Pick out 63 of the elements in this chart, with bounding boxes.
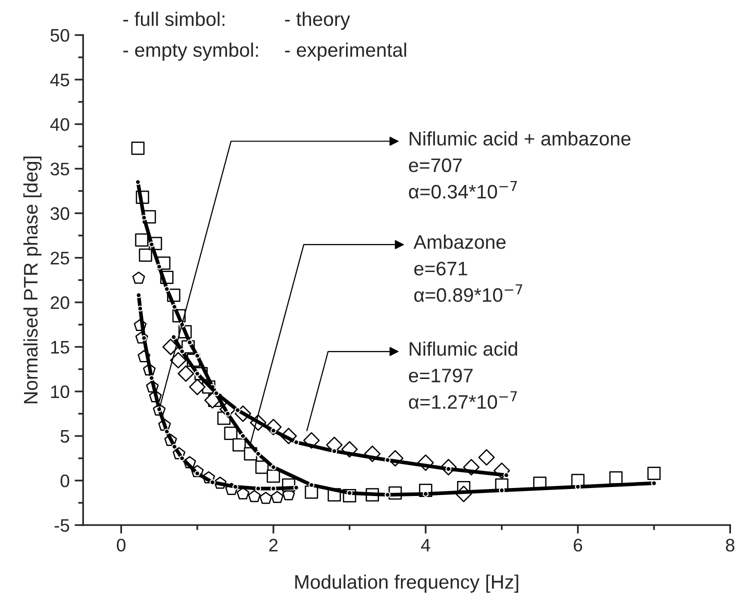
point [384, 492, 391, 498]
point [240, 433, 246, 439]
point [609, 471, 623, 485]
y-tick-label: -5 [54, 519, 70, 532]
point [131, 142, 145, 155]
x-axis-title: Modulation frequency [Hz] [295, 574, 518, 593]
point [259, 492, 272, 504]
annotation: Niflumic acid + ambazone e=707 α=0.34*10$^{−7}$ [408, 131, 630, 199]
point [266, 469, 280, 483]
point [164, 286, 170, 292]
y-tick-label: 0 [60, 474, 70, 488]
annotation: Niflumic acid e=1797 α=1.27*10$^{−7}$ [408, 342, 518, 409]
point [164, 428, 170, 434]
point [186, 339, 193, 346]
point [162, 338, 179, 356]
x-tick-label: 6 [574, 538, 582, 552]
point [194, 370, 200, 377]
x-tick-label: 0 [116, 538, 126, 552]
y-tick-label: 10 [51, 385, 70, 398]
point [270, 490, 284, 503]
y-axis-title: Normalised PTR phase [deg] [23, 156, 42, 404]
point [647, 466, 661, 480]
y-tick-label: 40 [50, 118, 70, 131]
point [224, 426, 238, 440]
text: - full simbol: [123, 12, 224, 26]
point [255, 450, 262, 457]
point [178, 365, 194, 382]
y-tick-label: 20 [50, 296, 70, 310]
annotation: - empty symbol: [123, 42, 258, 61]
point [179, 455, 186, 462]
y-tick-label: 45 [50, 74, 70, 86]
text: - theory [285, 12, 350, 30]
point [141, 214, 147, 221]
point [478, 449, 495, 466]
point [170, 352, 186, 368]
point [308, 482, 314, 488]
point [172, 304, 178, 310]
point [135, 233, 148, 247]
point [270, 428, 276, 434]
y-tick-label: 5 [60, 430, 70, 443]
point [232, 484, 238, 490]
point [179, 348, 186, 354]
x-tick-label: 8 [726, 538, 734, 552]
point [172, 444, 178, 450]
y-tick-label: 15 [51, 341, 70, 354]
point [132, 272, 146, 284]
point [194, 352, 200, 359]
point [156, 264, 162, 270]
point [138, 248, 152, 262]
x-tick-label: 2 [269, 538, 278, 552]
point [234, 407, 241, 414]
y-tick-label: 25 [50, 252, 70, 265]
x-tick-label: 4 [421, 538, 430, 552]
annotation: Ambazone e=671 α=0.89*10$^{−7}$ [414, 234, 522, 302]
point [224, 410, 231, 417]
point [232, 438, 246, 452]
annotation: - experimental [285, 42, 406, 61]
y-tick-label: 35 [50, 162, 70, 176]
y-tick-label: 50 [50, 28, 70, 42]
point [270, 464, 276, 470]
point [189, 378, 206, 396]
y-tick-label: 30 [50, 207, 70, 220]
point [248, 490, 261, 502]
